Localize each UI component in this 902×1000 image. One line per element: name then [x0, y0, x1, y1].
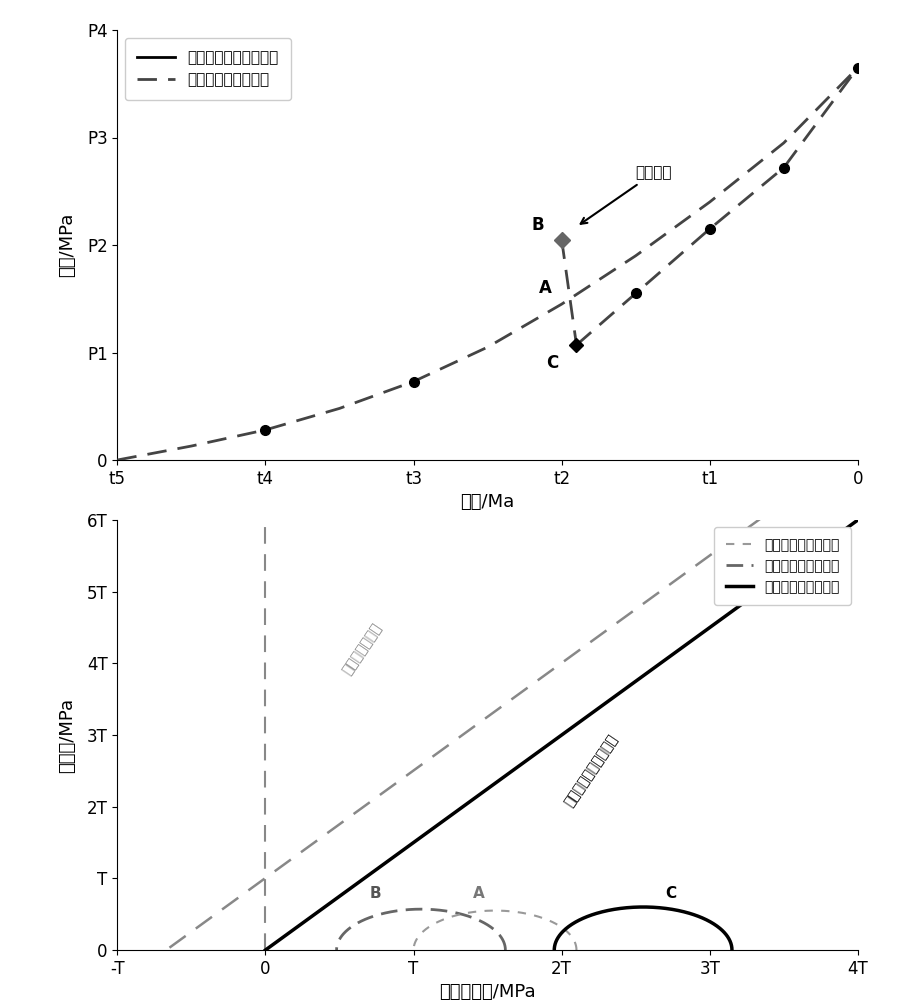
Legend: 断层不活动时孔隙压力, 断层活动时孔隙压力: 断层不活动时孔隙压力, 断层活动时孔隙压力	[124, 38, 290, 100]
Y-axis label: 压力/MPa: 压力/MPa	[58, 213, 76, 277]
Text: 原岩破裂包络线: 原岩破裂包络线	[339, 621, 383, 677]
Text: B: B	[369, 886, 381, 901]
Text: 无内聚力断层剪切活化: 无内聚力断层剪切活化	[561, 732, 620, 809]
Text: C: C	[546, 354, 558, 372]
Legend: 断层开启前应力状态, 断层开启时应力状态, 断层开启后应力状态: 断层开启前应力状态, 断层开启时应力状态, 断层开启后应力状态	[713, 527, 850, 605]
X-axis label: 时间/Ma: 时间/Ma	[460, 493, 514, 511]
X-axis label: 有效主应力/MPa: 有效主应力/MPa	[438, 983, 536, 1000]
Text: 断层活化: 断层活化	[580, 165, 671, 224]
Text: A: A	[473, 886, 484, 901]
Text: A: A	[538, 279, 551, 297]
Text: C: C	[665, 886, 676, 901]
Text: B: B	[530, 216, 543, 234]
Y-axis label: 剪应力/MPa: 剪应力/MPa	[58, 697, 76, 773]
